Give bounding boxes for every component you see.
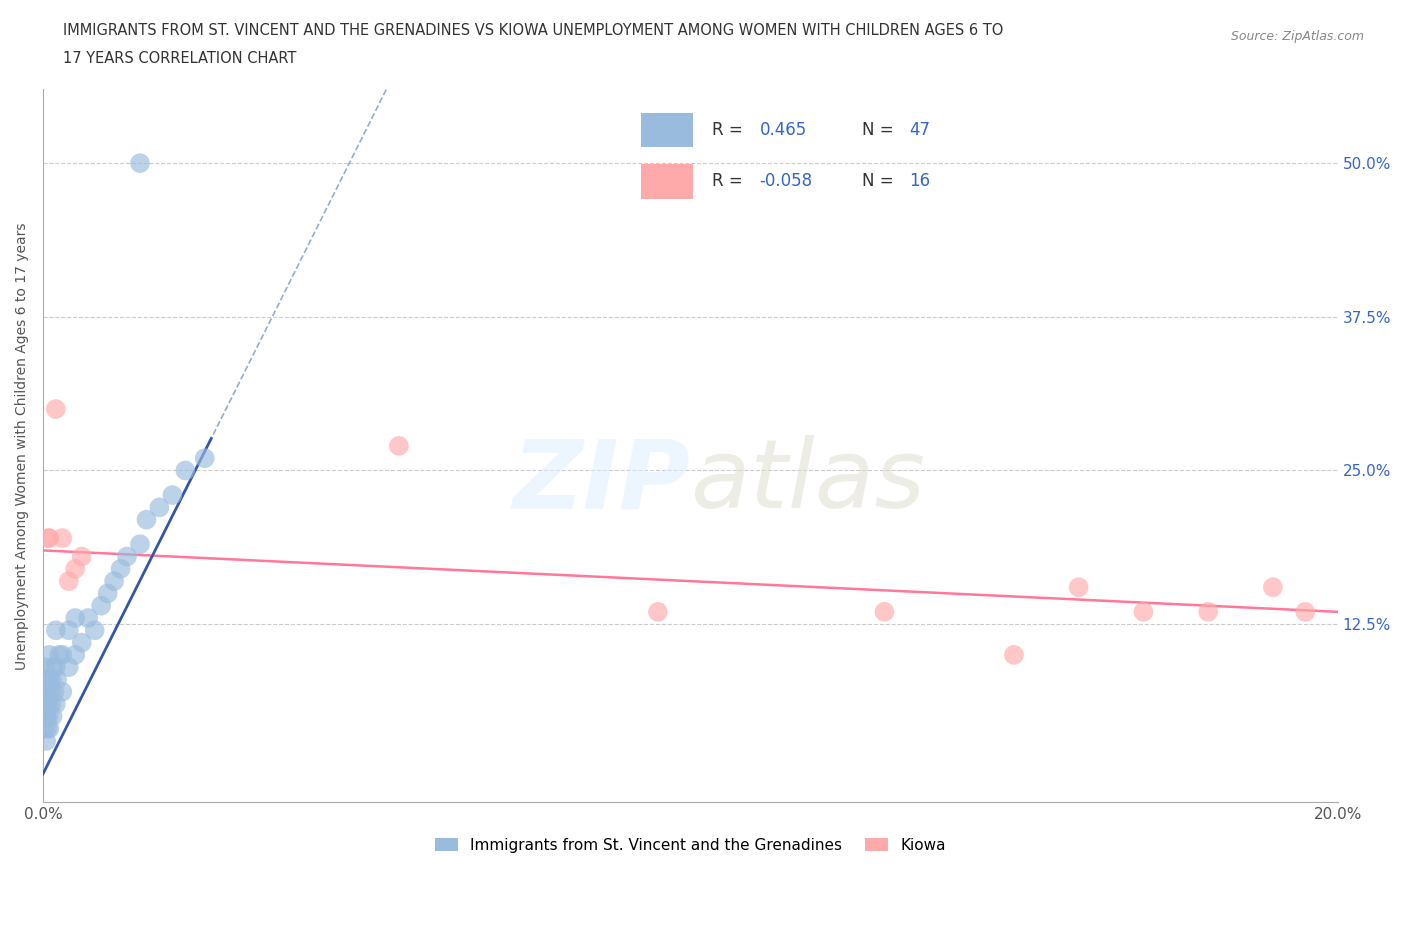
Point bbox=[1197, 604, 1219, 619]
Point bbox=[34, 659, 56, 674]
Point bbox=[129, 537, 152, 551]
Point bbox=[35, 672, 58, 687]
Point bbox=[194, 451, 217, 466]
Point bbox=[51, 684, 73, 699]
Point bbox=[45, 659, 67, 674]
Legend: Immigrants from St. Vincent and the Grenadines, Kiowa: Immigrants from St. Vincent and the Gren… bbox=[429, 831, 952, 859]
Point bbox=[1067, 579, 1090, 594]
Point bbox=[1002, 647, 1025, 662]
Point bbox=[148, 500, 170, 515]
Text: ZIP: ZIP bbox=[512, 435, 690, 528]
Point bbox=[97, 586, 120, 601]
Text: R =: R = bbox=[713, 172, 748, 191]
Point bbox=[45, 623, 67, 638]
Point bbox=[37, 697, 59, 711]
Point bbox=[39, 697, 62, 711]
Point bbox=[51, 531, 73, 546]
Point bbox=[38, 709, 60, 724]
Text: N =: N = bbox=[862, 121, 898, 140]
Point bbox=[45, 402, 67, 417]
Point bbox=[37, 531, 59, 546]
Point bbox=[135, 512, 157, 527]
Point bbox=[58, 659, 80, 674]
FancyBboxPatch shape bbox=[641, 165, 693, 199]
Point bbox=[103, 574, 125, 589]
Point bbox=[388, 438, 411, 453]
Point bbox=[174, 463, 197, 478]
Point bbox=[115, 549, 138, 564]
Point bbox=[38, 721, 60, 736]
Point bbox=[162, 487, 184, 502]
Point bbox=[32, 721, 55, 736]
Text: -0.058: -0.058 bbox=[759, 172, 813, 191]
Point bbox=[58, 623, 80, 638]
Point bbox=[41, 672, 63, 687]
Point bbox=[70, 549, 93, 564]
Point bbox=[37, 721, 59, 736]
Text: atlas: atlas bbox=[690, 435, 925, 528]
Point bbox=[873, 604, 896, 619]
Point bbox=[38, 647, 60, 662]
Point bbox=[45, 697, 67, 711]
Point bbox=[41, 709, 63, 724]
Point bbox=[110, 562, 132, 577]
Point bbox=[35, 684, 58, 699]
Point bbox=[48, 647, 70, 662]
Point bbox=[44, 684, 66, 699]
Point bbox=[58, 574, 80, 589]
Point bbox=[647, 604, 669, 619]
Point bbox=[129, 155, 152, 170]
Text: R =: R = bbox=[713, 121, 748, 140]
Point bbox=[42, 659, 65, 674]
Point bbox=[77, 611, 100, 626]
Point bbox=[1132, 604, 1154, 619]
Point bbox=[1261, 579, 1284, 594]
Point bbox=[65, 647, 87, 662]
Text: 0.465: 0.465 bbox=[759, 121, 807, 140]
Point bbox=[35, 734, 58, 749]
Point bbox=[39, 684, 62, 699]
Point bbox=[65, 562, 87, 577]
Text: IMMIGRANTS FROM ST. VINCENT AND THE GRENADINES VS KIOWA UNEMPLOYMENT AMONG WOMEN: IMMIGRANTS FROM ST. VINCENT AND THE GREN… bbox=[63, 23, 1004, 38]
Point bbox=[65, 611, 87, 626]
Text: 16: 16 bbox=[910, 172, 931, 191]
Point bbox=[83, 623, 105, 638]
Point bbox=[34, 697, 56, 711]
Y-axis label: Unemployment Among Women with Children Ages 6 to 17 years: Unemployment Among Women with Children A… bbox=[15, 222, 30, 670]
Text: 47: 47 bbox=[910, 121, 931, 140]
Point bbox=[51, 647, 73, 662]
Point bbox=[34, 709, 56, 724]
Point bbox=[1294, 604, 1316, 619]
Point bbox=[38, 531, 60, 546]
Point bbox=[35, 709, 58, 724]
Text: Source: ZipAtlas.com: Source: ZipAtlas.com bbox=[1230, 30, 1364, 43]
Text: N =: N = bbox=[862, 172, 898, 191]
Text: 17 YEARS CORRELATION CHART: 17 YEARS CORRELATION CHART bbox=[63, 51, 297, 66]
Point bbox=[90, 598, 112, 613]
Point bbox=[46, 672, 69, 687]
FancyBboxPatch shape bbox=[641, 113, 693, 147]
Point bbox=[37, 684, 59, 699]
Point bbox=[70, 635, 93, 650]
Point bbox=[38, 672, 60, 687]
